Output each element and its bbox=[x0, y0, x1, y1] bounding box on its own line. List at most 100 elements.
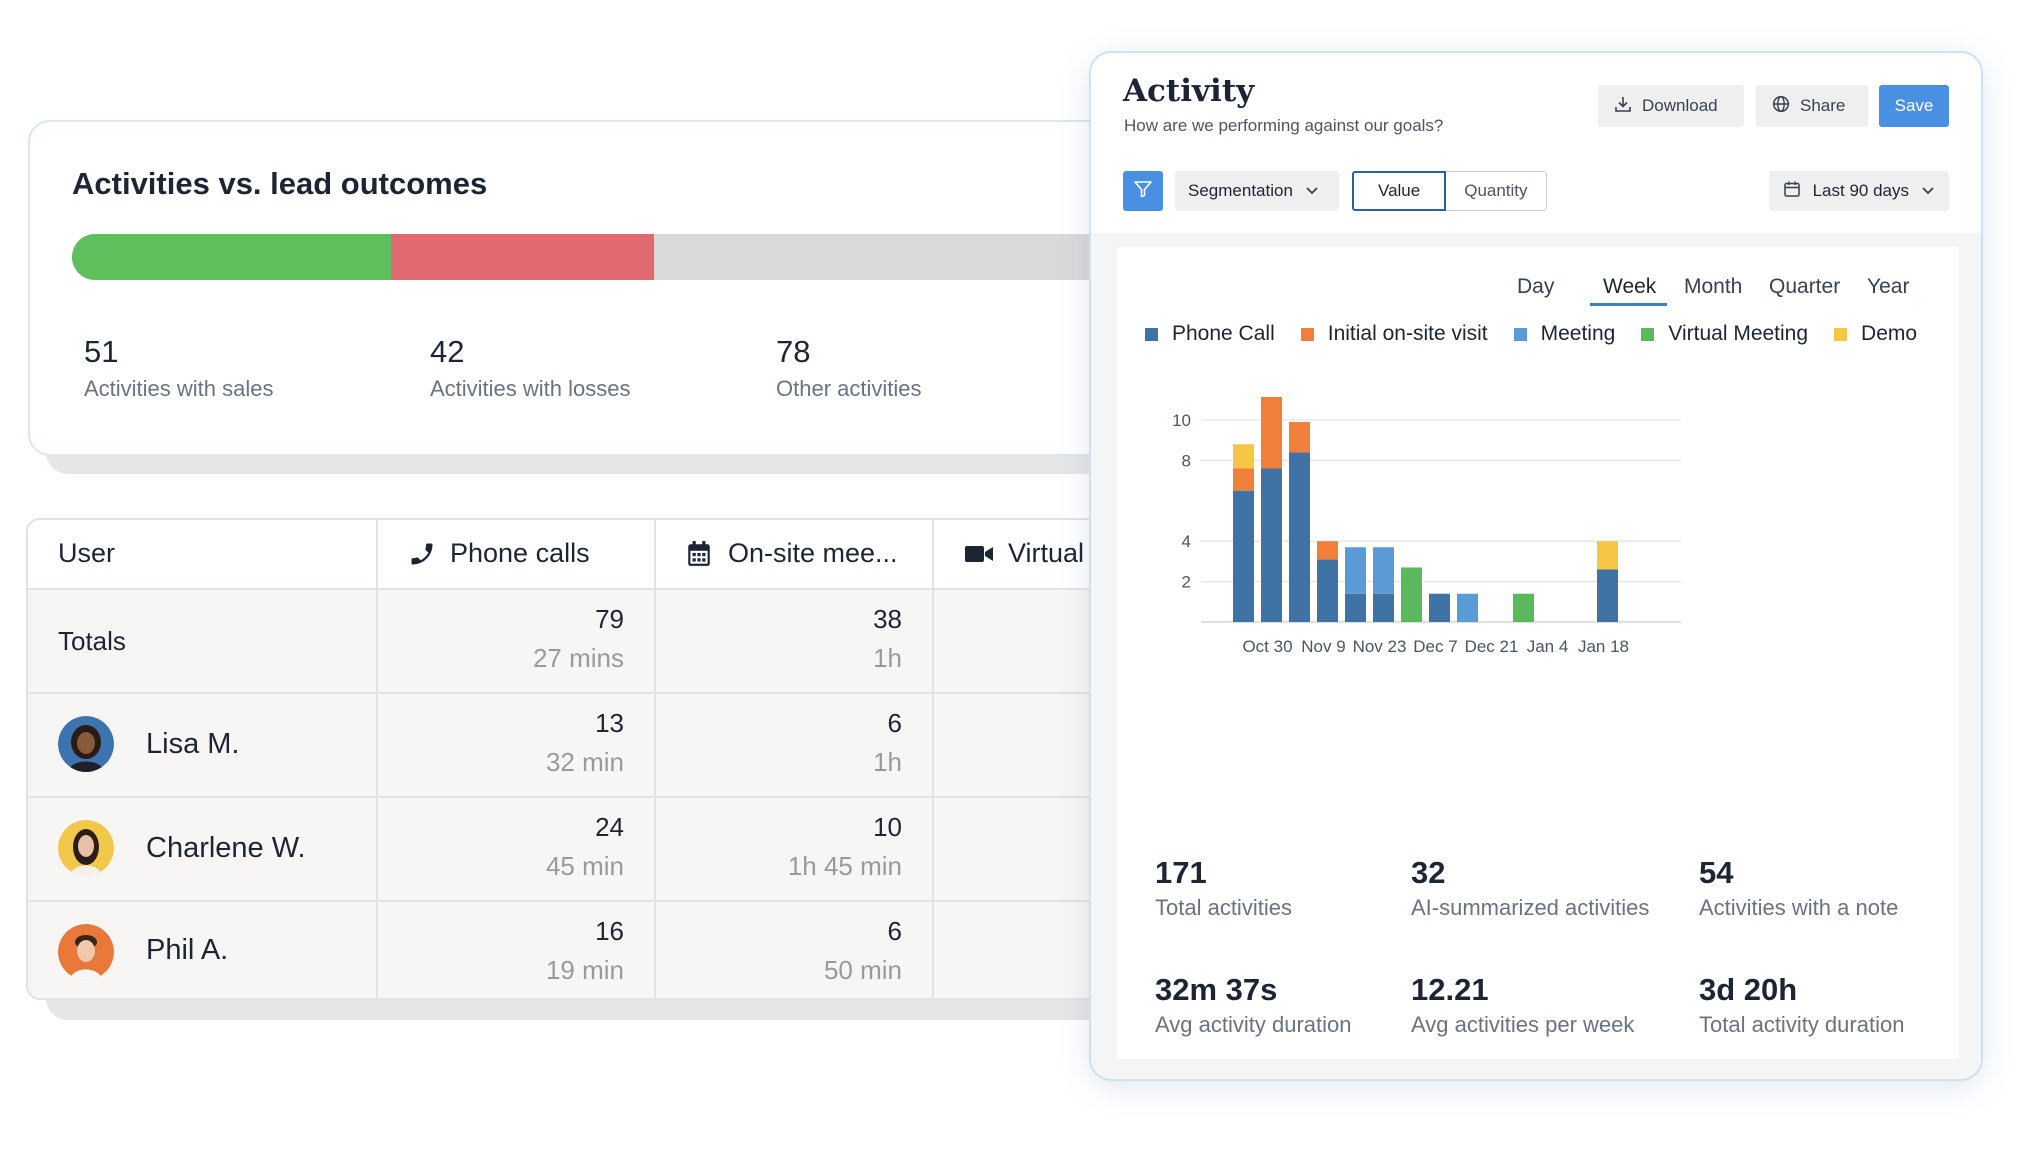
tab-month[interactable]: Month bbox=[1684, 275, 1743, 298]
legend-label: Initial on-site visit bbox=[1327, 322, 1488, 345]
avatar bbox=[58, 820, 114, 876]
header-label: Phone calls bbox=[450, 538, 590, 568]
header-label: On-site mee... bbox=[728, 538, 898, 568]
totals-cell-label: Totals bbox=[28, 590, 378, 692]
segmentation-label: Segmentation bbox=[1188, 181, 1293, 200]
stat-label: Avg activities per week bbox=[1411, 1012, 1635, 1037]
panel-title: Activity bbox=[1123, 73, 1255, 109]
stat-value: 32m 37s bbox=[1155, 972, 1278, 1007]
onsite-cell: 10 1h 45 min bbox=[656, 798, 934, 900]
header-label: Virtual bbox=[1008, 538, 1085, 568]
date-range-label: Last 90 days bbox=[1812, 181, 1909, 200]
bar-segment[interactable] bbox=[1457, 593, 1478, 622]
bar-segment[interactable] bbox=[1597, 569, 1618, 622]
header-virtual[interactable]: Virtual bbox=[934, 520, 1144, 588]
filter-icon bbox=[1133, 179, 1153, 204]
bar-segment[interactable] bbox=[1345, 547, 1366, 594]
tab-day[interactable]: Day bbox=[1517, 275, 1555, 298]
outcome-progress-bar bbox=[72, 234, 1142, 280]
stat-label: Total activities bbox=[1155, 895, 1292, 920]
totals-cell-phone: 79 27 mins bbox=[378, 590, 656, 692]
bar-segment[interactable] bbox=[1513, 593, 1534, 622]
bar-segment[interactable] bbox=[1289, 452, 1310, 622]
phone-cell: 13 32 min bbox=[378, 694, 656, 796]
toggle-value[interactable]: Value bbox=[1352, 171, 1447, 211]
y-tick-label: 10 bbox=[1172, 411, 1191, 430]
legend-swatch bbox=[1145, 327, 1158, 341]
bar-segment[interactable] bbox=[1345, 593, 1366, 622]
share-button[interactable]: Share bbox=[1756, 85, 1868, 127]
toggle-quantity[interactable]: Quantity bbox=[1446, 171, 1547, 211]
bar-segment[interactable] bbox=[1233, 468, 1254, 491]
tab-year[interactable]: Year bbox=[1867, 275, 1910, 298]
stat-value: 12.21 bbox=[1411, 972, 1489, 1007]
header-phone-calls[interactable]: Phone calls bbox=[378, 520, 656, 588]
stat-label: Other activities bbox=[776, 376, 922, 401]
totals-cell-onsite: 38 1h bbox=[656, 590, 934, 692]
legend-label: Virtual Meeting bbox=[1668, 322, 1809, 345]
phone-count: 24 bbox=[595, 812, 624, 842]
legend-item: Demo bbox=[1834, 322, 1917, 346]
onsite-count: 6 bbox=[887, 708, 902, 738]
table-row[interactable]: Lisa M. 13 32 min 6 1h bbox=[28, 694, 1144, 798]
phone-count: 79 bbox=[595, 604, 624, 634]
onsite-cell: 6 1h bbox=[656, 694, 934, 796]
phone-cell: 24 45 min bbox=[378, 798, 656, 900]
user-name: Lisa M. bbox=[146, 728, 240, 760]
bar-segment[interactable] bbox=[1261, 468, 1282, 622]
save-button[interactable]: Save bbox=[1879, 85, 1949, 127]
bar-segment[interactable] bbox=[1233, 444, 1254, 469]
header-onsite-meetings[interactable]: On-site mee... bbox=[656, 520, 934, 588]
date-range-dropdown[interactable]: Last 90 days bbox=[1768, 171, 1949, 211]
calendar-icon bbox=[686, 540, 712, 573]
bar-segment[interactable] bbox=[1429, 593, 1450, 622]
losses-segment bbox=[391, 234, 654, 280]
calendar-icon bbox=[1783, 180, 1801, 203]
phone-count: 16 bbox=[595, 916, 624, 946]
bar-segment[interactable] bbox=[1289, 422, 1310, 453]
outcome-card: Activities vs. lead outcomes 51 Activiti… bbox=[28, 120, 1142, 456]
video-camera-icon bbox=[964, 542, 994, 571]
tab-week[interactable]: Week bbox=[1603, 275, 1657, 298]
stat-value: 54 bbox=[1699, 855, 1734, 890]
stat-total-duration: 3d 20h Total activity duration bbox=[1699, 972, 1904, 1038]
legend-swatch bbox=[1641, 327, 1655, 341]
stat-label: AI-summarized activities bbox=[1411, 895, 1650, 920]
onsite-count: 6 bbox=[887, 916, 902, 946]
filter-button[interactable] bbox=[1123, 171, 1163, 211]
table-row[interactable]: Charlene W. 24 45 min 10 1h 45 min bbox=[28, 798, 1144, 902]
table-row[interactable]: Phil A. 16 19 min 6 50 min bbox=[28, 902, 1144, 998]
onsite-count: 10 bbox=[873, 812, 902, 842]
bar-segment[interactable] bbox=[1317, 541, 1338, 560]
legend-item: Phone Call bbox=[1145, 322, 1275, 346]
onsite-time: 1h bbox=[873, 747, 902, 777]
tab-quarter[interactable]: Quarter bbox=[1769, 275, 1841, 298]
stat-sales: 51 Activities with sales bbox=[84, 334, 274, 402]
header-label: User bbox=[58, 538, 116, 568]
stat-label: Total activity duration bbox=[1699, 1012, 1905, 1037]
user-cell: Lisa M. bbox=[28, 694, 378, 796]
stat-label: Activities with a note bbox=[1699, 895, 1899, 920]
download-button[interactable]: Download bbox=[1598, 85, 1744, 127]
header-user[interactable]: User bbox=[28, 520, 378, 588]
segmentation-dropdown[interactable]: Segmentation bbox=[1175, 171, 1339, 211]
share-label: Share bbox=[1800, 96, 1846, 115]
user-name: Charlene W. bbox=[146, 832, 306, 864]
x-tick-label: Nov 23 bbox=[1353, 637, 1407, 656]
bar-segment[interactable] bbox=[1373, 593, 1394, 622]
stat-losses: 42 Activities with losses bbox=[430, 334, 631, 402]
bar-segment[interactable] bbox=[1261, 397, 1282, 469]
bar-segment[interactable] bbox=[1373, 547, 1394, 594]
bar-segment[interactable] bbox=[1233, 490, 1254, 622]
period-tabs: Day Week Month Quarter Year bbox=[1117, 275, 1959, 311]
users-table: User Phone calls On-site mee... Virtual … bbox=[26, 518, 1146, 1000]
bar-segment[interactable] bbox=[1401, 567, 1422, 622]
onsite-time: 1h 45 min bbox=[787, 851, 902, 881]
value-quantity-toggle: Value Quantity bbox=[1352, 171, 1547, 211]
y-tick-label: 4 bbox=[1182, 532, 1191, 551]
legend-item: Initial on-site visit bbox=[1300, 322, 1488, 346]
x-tick-label: Jan 4 bbox=[1527, 637, 1569, 656]
bar-segment[interactable] bbox=[1317, 559, 1338, 622]
stat-per-week: 12.21 Avg activities per week bbox=[1411, 972, 1634, 1038]
bar-segment[interactable] bbox=[1597, 541, 1618, 570]
